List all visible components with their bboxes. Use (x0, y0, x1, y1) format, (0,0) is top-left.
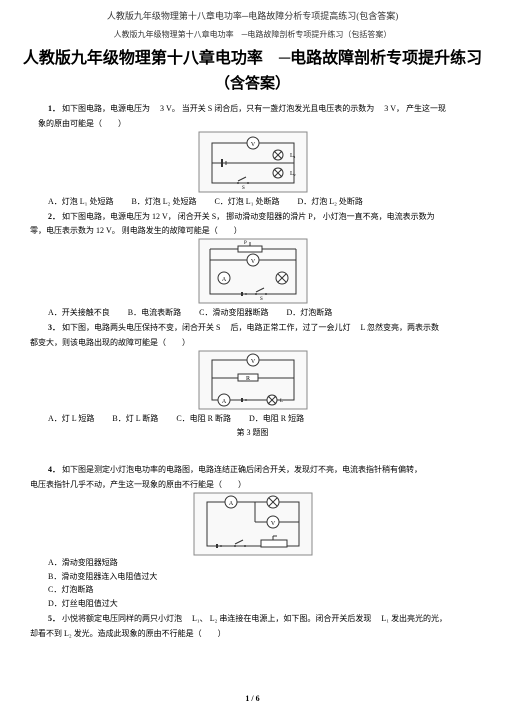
q5-text-c: 发出亮光的光， (391, 614, 447, 623)
q1-text-a: 如下图电路，电源电压为 (62, 104, 150, 113)
q2-p: P， (308, 212, 320, 221)
q2-stem: 2． 如下图电路，电源电压为 12 V， 闭合开关 S， 挪动滑动变阻器的滑片 … (30, 211, 475, 224)
q3-optB: B．灯 L 断路 (112, 413, 158, 426)
main-title-line2: （含答案） (0, 74, 505, 95)
q3-optD: D．电阻 R 短路 (249, 413, 304, 426)
q1-val-a: 3 V。 (160, 104, 180, 113)
q2-text-d: 小灯泡一直不亮，电流表示数为 (323, 212, 435, 221)
svg-text:V: V (250, 142, 255, 148)
q4-stem: 4． 如下图是测定小灯泡电功率的电路图，电路连结正确后闭合开关，发现灯不亮，电流… (30, 464, 475, 477)
q3-circuit-diagram: V R A L (198, 350, 308, 410)
top-header: 人教版九年级物理第十八章电功率─电路故障分析专项提高练习(包含答案) (0, 0, 505, 23)
q3-optA: A．灯 L 短路 (48, 413, 94, 426)
q3-text-b: 后，电路正常工作，过了一会儿灯 (230, 323, 350, 332)
q2-circuit-diagram: P A V S (198, 238, 308, 304)
svg-text:L: L (280, 399, 283, 404)
q1-options: A．灯泡 L₁ 处短路 B．灯泡 L₂ 处短路 C．灯泡 L₁ 处断路 D．灯泡… (30, 196, 475, 209)
q2-sw: S， (212, 212, 224, 221)
q1-optC: C．灯泡 L₁ 处断路 (214, 196, 279, 209)
q2-text-b: 闭合开关 (178, 212, 210, 221)
q3-text-a: 如下图，电路两头电压保持不变，闭合开关 (62, 323, 214, 332)
main-title-line1: 人教版九年级物理第十八章电功率 ─电路故障剖析专项提升练习 (0, 48, 505, 70)
q2-val-a: 12 V， (152, 212, 176, 221)
q1-sw: S (208, 104, 212, 113)
svg-text:A: A (228, 501, 233, 507)
page-number: 1 / 6 (0, 693, 505, 704)
q2-val-b: 12 V。 (96, 226, 120, 235)
svg-text:S: S (260, 297, 263, 302)
svg-text:R: R (245, 376, 249, 382)
q2-optC: C．滑动变阻器断路 (199, 307, 268, 320)
q3-options: A．灯 L 短路 B．灯 L 断路 C．电阻 R 断路 D．电阻 R 短路 (30, 413, 475, 426)
q2-optA: A．开关接触不良 (48, 307, 110, 320)
q4-optA: A．滑动变阻器短路 (48, 557, 475, 570)
q1-val-b: 3 V， (384, 104, 404, 113)
svg-text:L₂: L₂ (290, 171, 296, 177)
q2-num: 2． (48, 212, 60, 221)
q3-l: L (360, 323, 365, 332)
svg-text:L₁: L₁ (290, 153, 296, 159)
q1-optB: B．灯泡 L₂ 处短路 (131, 196, 196, 209)
q3-optC: C．电阻 R 断路 (176, 413, 231, 426)
q1-stem: 1． 如下图电路，电源电压为 3 V。 当开关 S 闭合后，只有一盏灯泡发光且电… (30, 103, 475, 116)
q4-num: 4． (48, 465, 60, 474)
svg-text:A: A (221, 277, 226, 283)
q5-text-a: 小悦将额定电压同样的两只小灯泡 (62, 614, 182, 623)
q5-l1: L₁、 (192, 614, 208, 623)
q1-circuit-diagram: V L₁ L₂ S (198, 131, 308, 193)
q3-text-c: 忽然变亮，两表示数 (367, 323, 439, 332)
q5-text-e: 发光。造成此现象的原由不行能是（ ） (74, 629, 226, 638)
q5-l1b: L₁ (381, 614, 389, 623)
content-body: 1． 如下图电路，电源电压为 3 V。 当开关 S 闭合后，只有一盏灯泡发光且电… (0, 95, 505, 640)
q1-num: 1． (48, 104, 60, 113)
q2-text-c: 挪动滑动变阻器的滑片 (226, 212, 306, 221)
q2-stem2: 零，电压表示数为 12 V。 则电路发生的故障可能是（ ） (30, 225, 475, 238)
q4-options: A．滑动变阻器短路 B．滑动变阻器连入电阻值过大 C．灯泡断路 D．灯丝电阻值过… (30, 557, 475, 611)
q2-options: A．开关接触不良 B．电流表断路 C．滑动变阻器断路 D．灯泡断路 (30, 307, 475, 320)
q4-optD: D．灯丝电阻值过大 (48, 598, 475, 611)
q3-stem2: 都变大，则该电路出现的故障可能是（ ） (30, 337, 475, 350)
q5-l2: L₂ (210, 614, 218, 623)
sub-header: 人教版九年级物理第十八章电功率 ─电路故障剖析专项提升练习（包括答案） (0, 29, 505, 40)
q4-text-a: 如下图是测定小灯泡电功率的电路图，电路连结正确后闭合开关，发现灯不亮，电流表指针… (62, 465, 422, 474)
q3-stem: 3． 如下图，电路两头电压保持不变，闭合开关 S 后，电路正常工作，过了一会儿灯… (30, 322, 475, 335)
q3-num: 3． (48, 323, 60, 332)
q1-text-c: 闭合后，只有一盏灯泡发光且电压表的示数为 (214, 104, 374, 113)
q5-text-d: 却看不到 (30, 629, 62, 638)
svg-text:V: V (250, 259, 255, 265)
svg-text:S: S (242, 186, 245, 191)
q1-text-d: 产生这一现 (406, 104, 446, 113)
q5-stem: 5． 小悦将额定电压同样的两只小灯泡 L₁、 L₂ 串连接在电源上，如下图。闭合… (30, 613, 475, 626)
q4-stem2: 电压表指针几乎不动，产生这一现象的原由不行能是（ ） (30, 479, 475, 492)
q3-caption: 第 3 题图 (30, 427, 475, 440)
q1-stem2: 象的原由可能是（ ） (30, 118, 475, 131)
q1-text-b: 当开关 (182, 104, 206, 113)
q2-text-a: 如下图电路，电源电压为 (62, 212, 150, 221)
svg-text:V: V (250, 359, 255, 365)
q2-optB: B．电流表断路 (128, 307, 181, 320)
q1-optA: A．灯泡 L₁ 处短路 (48, 196, 113, 209)
q5-num: 5． (48, 614, 60, 623)
svg-text:A: A (221, 399, 226, 405)
q5-l2b: L₂ (64, 629, 72, 638)
q5-stem2: 却看不到 L₂ 发光。造成此现象的原由不行能是（ ） (30, 628, 475, 641)
q4-optC: C．灯泡断路 (48, 584, 475, 597)
svg-text:V: V (270, 521, 275, 527)
q4-circuit-diagram: A V (193, 492, 313, 556)
q4-optB: B．滑动变阻器连入电阻值过大 (48, 571, 475, 584)
q2-text-f: 则电路发生的故障可能是（ ） (122, 226, 242, 235)
svg-text:P: P (244, 241, 247, 246)
q1-optD: D．灯泡 L₂ 处断路 (297, 196, 362, 209)
q5-text-b: 串连接在电源上，如下图。闭合开关后发现 (219, 614, 371, 623)
q3-sw: S (216, 323, 220, 332)
q2-optD: D．灯泡断路 (286, 307, 332, 320)
q2-text-e: 零，电压表示数为 (30, 226, 94, 235)
